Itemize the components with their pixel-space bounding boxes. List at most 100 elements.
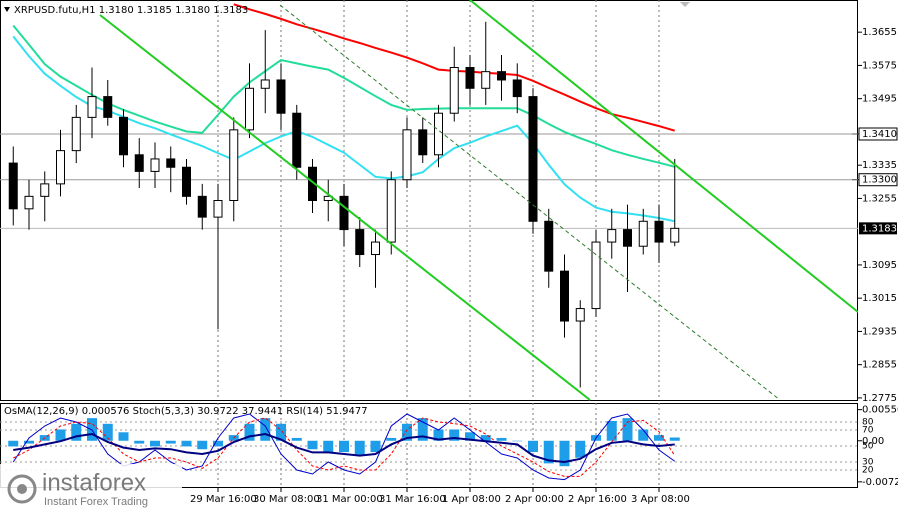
- candle-body: [544, 220, 554, 272]
- candle-body: [449, 67, 459, 114]
- osma-bar: [276, 423, 286, 441]
- osma-bar: [323, 440, 334, 453]
- candle-body: [607, 229, 617, 243]
- candle-body: [103, 96, 113, 118]
- osma-bar: [386, 437, 397, 441]
- candle-body: [481, 71, 491, 89]
- osma-bar: [370, 440, 381, 453]
- osma-bar: [465, 432, 475, 441]
- y-tick-label: 1.3335: [862, 160, 897, 171]
- candle-body: [245, 87, 254, 131]
- y-tick-label: 1.3575: [862, 60, 897, 71]
- candle-body: [418, 129, 428, 156]
- osma-bar: [260, 418, 271, 441]
- osma-bar: [496, 437, 507, 441]
- x-tick-label: 31 Mar 00:00: [316, 494, 383, 505]
- x-tick-label: 31 Mar 16:00: [379, 494, 446, 505]
- osma-bar: [291, 437, 302, 441]
- y-tick-label: 1.2855: [862, 360, 897, 371]
- osma-bar: [181, 440, 192, 447]
- candle-body: [134, 154, 144, 172]
- osma-bar: [8, 440, 19, 447]
- candle-body: [339, 195, 349, 231]
- osma-bar: [512, 440, 523, 442]
- y-tick-label: 0.005501: [862, 405, 898, 416]
- osma-bar: [197, 440, 208, 450]
- candle-body: [386, 179, 396, 243]
- osma-bar: [622, 418, 633, 441]
- candle-body: [24, 195, 34, 210]
- candle-body: [371, 241, 380, 256]
- y-tick-label: 1.2775: [862, 393, 897, 404]
- candle-body: [71, 116, 81, 152]
- candle-body: [229, 129, 239, 201]
- candle-body: [56, 150, 65, 185]
- logo-name: instaforex: [42, 469, 146, 496]
- candle-body: [623, 229, 632, 247]
- candle-body: [276, 79, 286, 114]
- candle-body: [434, 112, 443, 156]
- osma-bar: [575, 440, 586, 458]
- candle-body: [182, 166, 191, 197]
- trend-line: [469, 0, 858, 313]
- osma-bar: [213, 440, 223, 447]
- osma-bar: [71, 423, 82, 441]
- level-label-box: [858, 173, 898, 187]
- candle-body: [119, 116, 128, 156]
- osma-bar: [449, 429, 460, 441]
- logo-icon: [7, 474, 37, 504]
- shift-marker: [680, 2, 690, 7]
- osma-bar: [606, 420, 617, 441]
- osma-bar: [480, 435, 491, 441]
- indicator-line: [13, 417, 676, 477]
- candle-body: [197, 195, 207, 218]
- osma-bar: [134, 440, 145, 444]
- menu-arrow: [4, 7, 10, 12]
- osma-bar: [417, 418, 428, 441]
- x-tick-label: 2 Apr 16:00: [568, 494, 627, 505]
- osma-bar: [528, 440, 538, 453]
- level-label-box: [858, 127, 898, 141]
- candle-body: [670, 227, 680, 243]
- oscillator-plot: [0, 403, 858, 487]
- x-tick-label: 29 Mar 16:00: [190, 494, 257, 505]
- x-tick-label: 1 Apr 08:00: [442, 494, 501, 505]
- logo-tagline: Instant Forex Trading: [44, 496, 148, 508]
- candle-body: [402, 129, 412, 181]
- candle-body: [465, 67, 475, 89]
- candle-body: [8, 162, 18, 210]
- candle-body: [150, 158, 160, 172]
- logo: instaforex Instant Forex Trading: [0, 464, 182, 511]
- candle-body: [591, 241, 601, 310]
- candle-body: [40, 183, 50, 197]
- osma-bar: [354, 440, 365, 455]
- main-panel: [0, 0, 858, 401]
- osma-bar: [165, 440, 176, 444]
- candle-body: [166, 158, 176, 168]
- y-tick-label: 1.3095: [862, 260, 897, 271]
- osma-bar: [559, 440, 570, 467]
- candle-body: [575, 308, 585, 322]
- candle-body: [638, 220, 648, 247]
- candle-body: [512, 79, 522, 98]
- trend-line: [99, 14, 591, 401]
- candle-body: [497, 71, 506, 81]
- y-tick-label: 1.3015: [862, 293, 897, 304]
- osma-bar: [669, 437, 680, 441]
- candle-body: [355, 229, 365, 256]
- osma-bar: [24, 440, 34, 444]
- main-plot: [0, 0, 858, 400]
- y2-tick-label: 30: [862, 458, 874, 468]
- indicator-title: OsMA(12,26,9) 0.000576 Stoch(5,3,3) 30.9…: [4, 406, 368, 417]
- candle-body: [260, 79, 270, 89]
- osma-bar: [55, 429, 66, 441]
- trend-line: [279, 4, 781, 401]
- osma-bar: [638, 429, 649, 441]
- y2-tick-label: 50: [862, 442, 874, 452]
- y-tick-label: 1.3410: [862, 129, 897, 140]
- logo-icon-core: [17, 484, 27, 494]
- y-tick-label: 1.3655: [862, 27, 897, 38]
- y2-tick-label: 20: [862, 466, 874, 476]
